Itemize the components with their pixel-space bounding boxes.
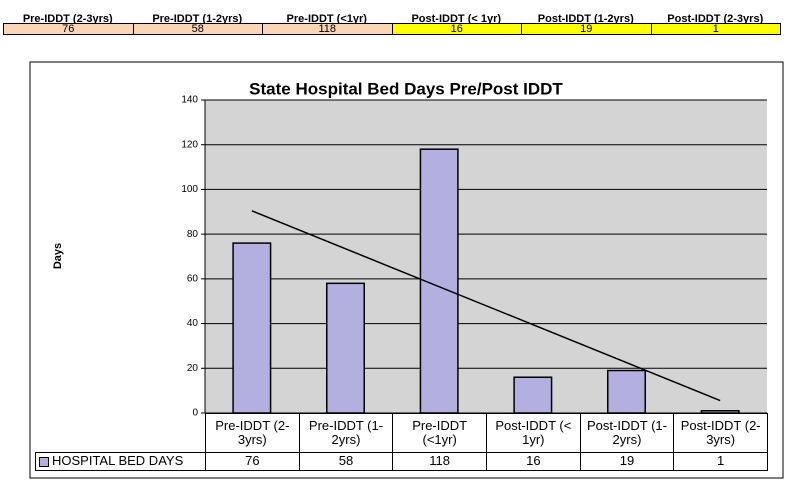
legend-swatch (39, 456, 49, 467)
y-tick-label: 20 (187, 363, 199, 374)
summary-value: 76 (3, 23, 134, 35)
summary-header: Post-IDDT (1-2yrs) (537, 14, 634, 24)
data-table-value: 1 (673, 452, 768, 471)
data-table-value: 58 (298, 452, 394, 471)
data-table-value: 76 (205, 452, 300, 471)
summary-header: Pre-IDDT (2-3yrs) (22, 14, 113, 24)
summary-value: 19 (521, 23, 652, 35)
y-tick-label: 140 (181, 95, 198, 106)
summary-header: Pre-IDDT (<1yr) (286, 14, 367, 24)
summary-value: 16 (391, 23, 522, 35)
data-table-category: Pre-IDDT (1-2yrs) (298, 413, 394, 453)
bar (700, 410, 740, 414)
data-table-category: Pre-IDDT (<1yr) (392, 413, 487, 453)
legend: HOSPITAL BED DAYS (35, 452, 206, 471)
bar (232, 242, 272, 414)
summary-value: 58 (132, 23, 263, 35)
summary-header: Post-IDDT (2-3yrs) (667, 14, 764, 24)
trendline (251, 210, 721, 402)
y-tick-label: 80 (187, 229, 199, 240)
summary-value: 118 (262, 23, 393, 35)
y-tick-label: 120 (181, 139, 198, 150)
y-tick-label: 0 (192, 408, 198, 419)
bar (607, 369, 646, 414)
y-tick-label: 40 (187, 318, 199, 329)
summary-header: Pre-IDDT (1-2yrs) (152, 14, 243, 24)
bar (326, 282, 365, 414)
y-tick-label: 60 (187, 273, 199, 284)
data-table-category: Post-IDDT (2-3yrs) (673, 413, 768, 453)
summary-value: 1 (650, 23, 781, 35)
summary-header: Post-IDDT (< 1yr) (411, 14, 502, 24)
data-table-value: 16 (486, 452, 581, 471)
bar (513, 376, 553, 414)
data-table-category: Post-IDDT (< 1yr) (486, 413, 581, 453)
y-tick-label: 100 (181, 184, 198, 195)
y-axis-label: Days (52, 243, 64, 269)
legend-label: HOSPITAL BED DAYS (52, 453, 184, 469)
data-table-category: Post-IDDT (1-2yrs) (579, 413, 675, 453)
chart-title: State Hospital Bed Days Pre/Post IDDT (249, 79, 563, 98)
data-table-value: 19 (579, 452, 675, 471)
data-table-value: 118 (392, 452, 487, 471)
data-table-category: Pre-IDDT (2-3yrs) (205, 413, 300, 453)
plot-area (205, 100, 767, 413)
